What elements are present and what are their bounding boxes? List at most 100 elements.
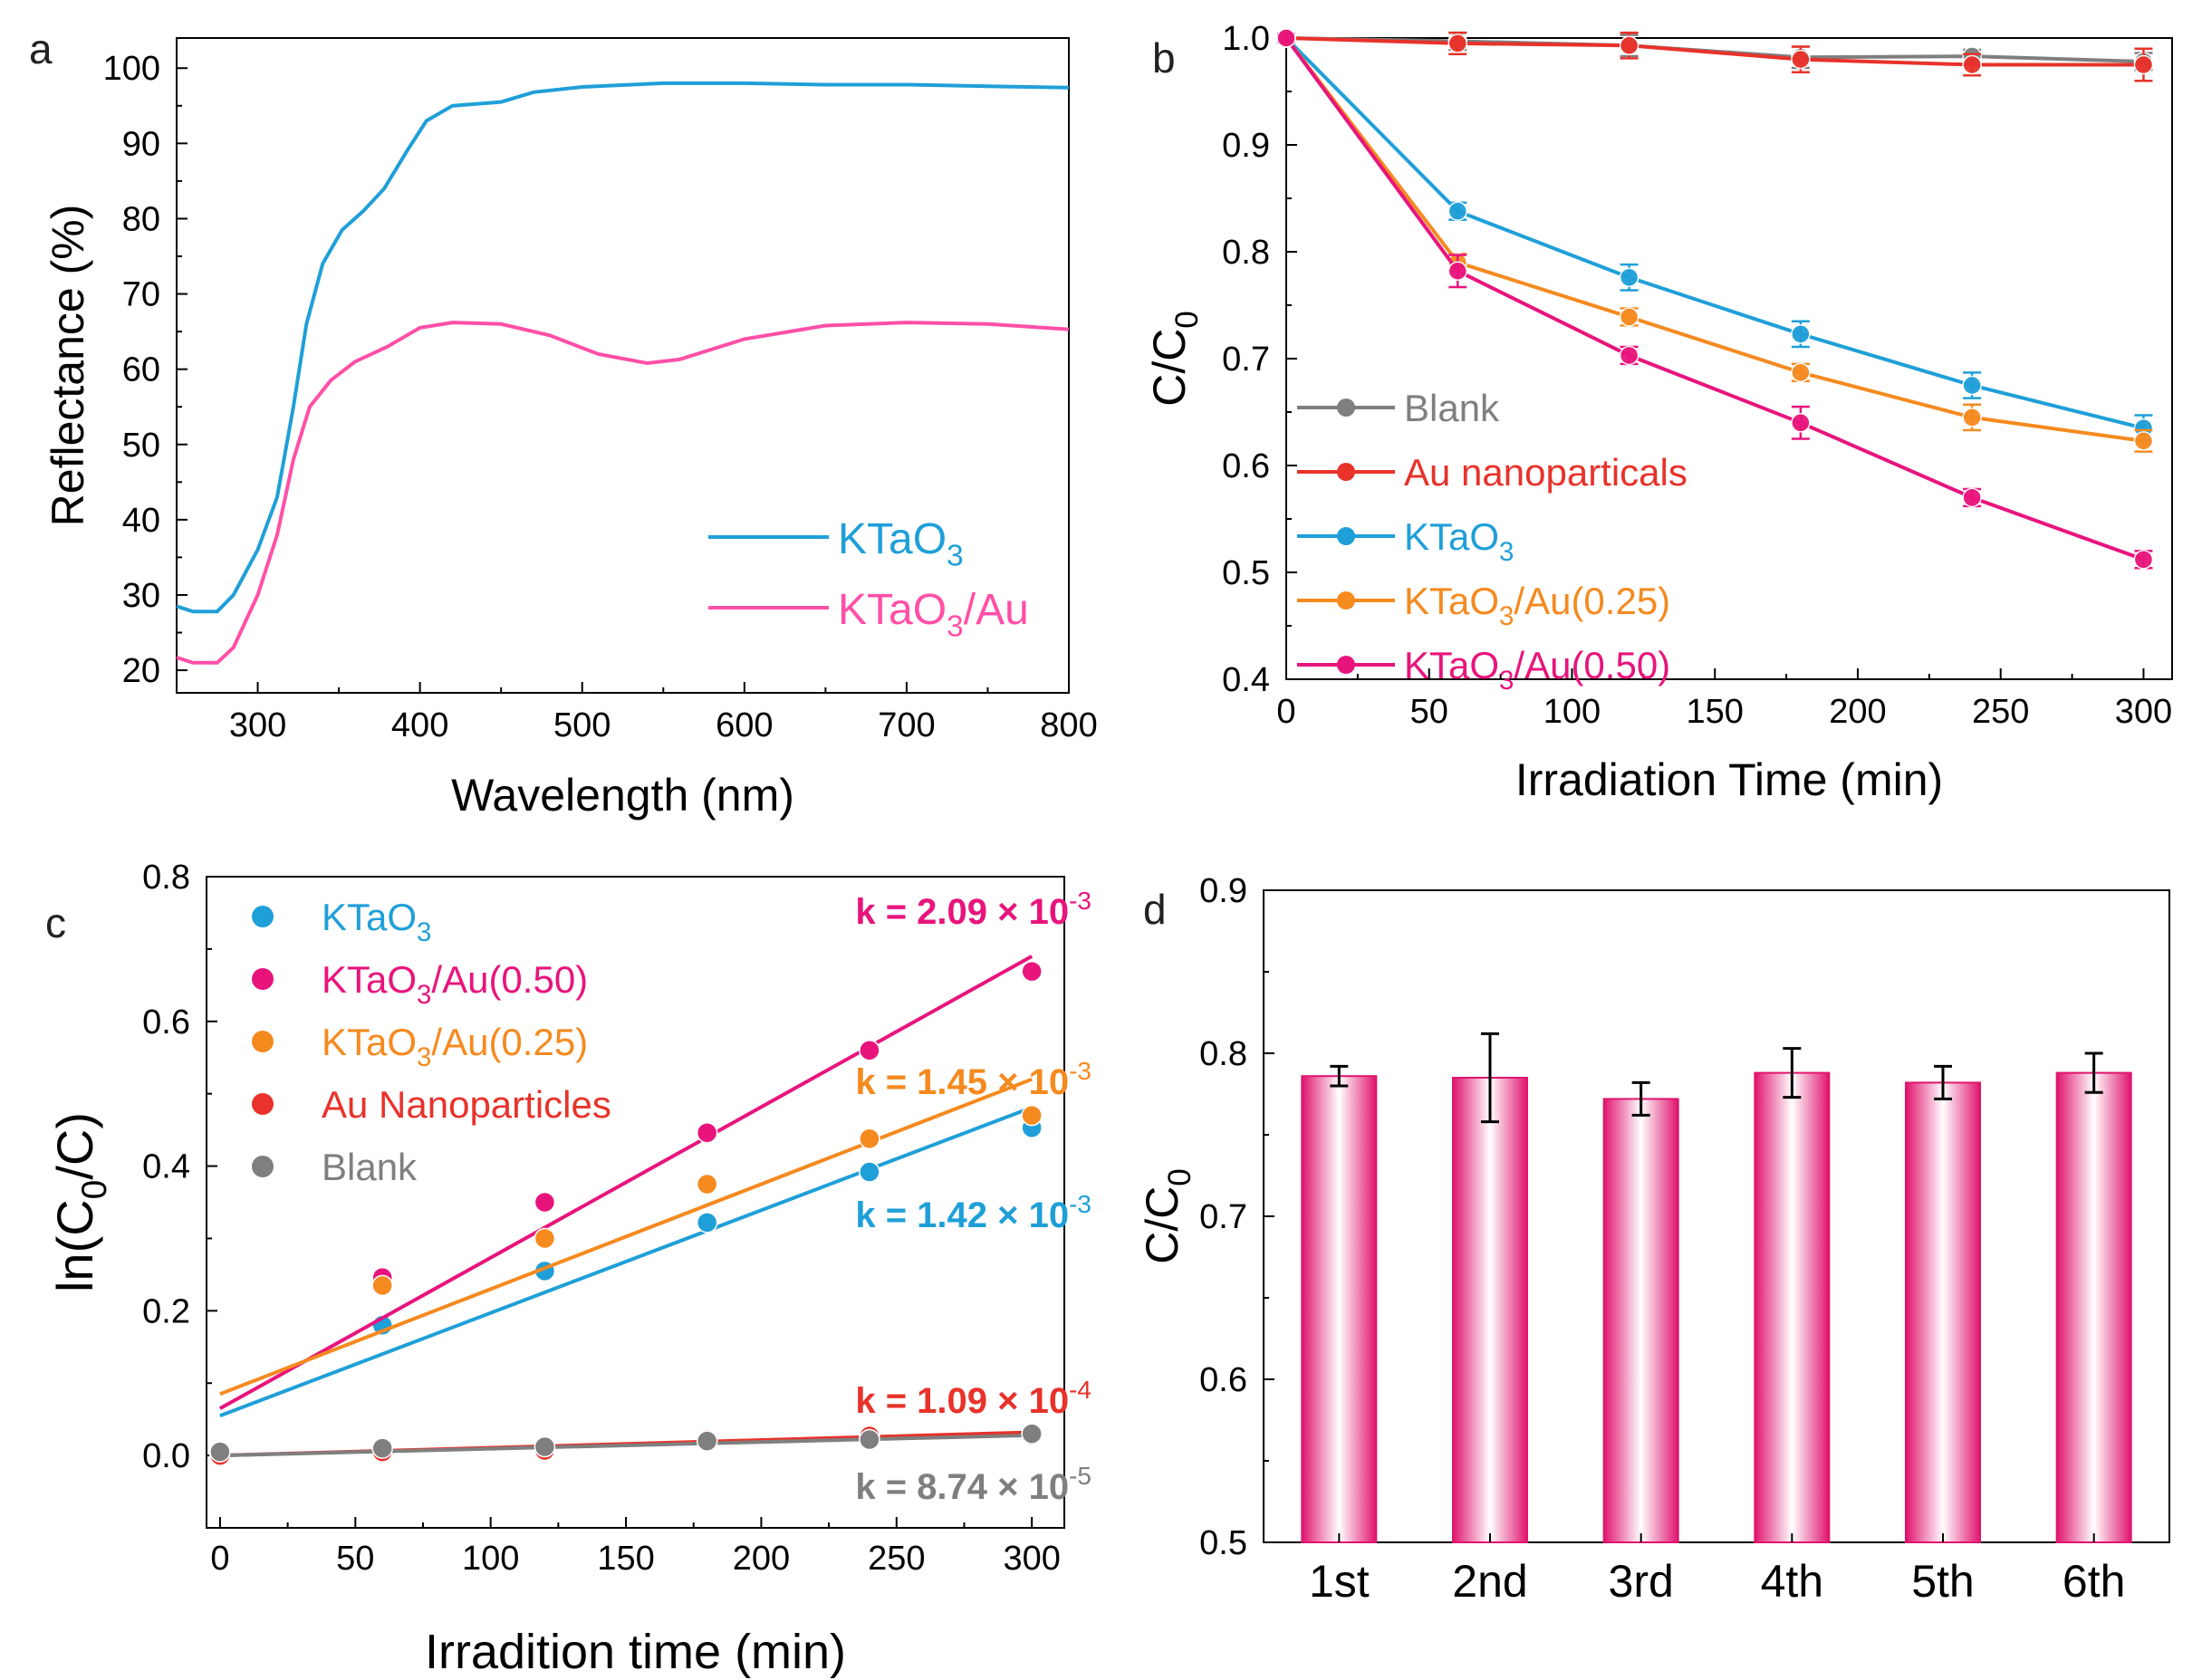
legend-label-2: KTaO3 [1404, 515, 1514, 567]
legend-label-0-main: Blank [1404, 387, 1500, 429]
fit-line-2 [219, 1077, 1033, 1397]
legend-marker-1 [252, 968, 274, 990]
legend-label-3-main: Au Nanoparticles [322, 1083, 611, 1126]
panel-b-degradation-chart: 0 50 100 150 200 250 300 0.4 0.5 0.6 0.7 0.8 0.9 1.0 I… [1144, 20, 2173, 805]
x-tick-label: 250 [1972, 693, 2029, 731]
rate-constant-text: k = 1.45 × 10 [855, 1062, 1069, 1102]
series-line-1 [1285, 36, 2144, 67]
legend-label-1-main: KTaO [838, 586, 947, 634]
data-point [1619, 307, 1639, 327]
rate-constant-exponent: -3 [1069, 1190, 1091, 1218]
data-point [534, 1435, 556, 1458]
legend-label-3-main: KTaO [1404, 580, 1499, 622]
y-axis-title: Reflectance (%) [43, 205, 93, 527]
legend-label-2-sub: 3 [417, 1042, 431, 1072]
legend-label-1-main: Au nanoparticals [1404, 451, 1688, 494]
rate-constant-label-2: k = 1.45 × 10-3 [855, 1057, 1091, 1102]
data-point [696, 1122, 718, 1144]
legend-label-1-sub: 3 [947, 610, 964, 643]
x-tick-label: 250 [868, 1540, 925, 1578]
x-category-label: 2nd [1452, 1556, 1527, 1607]
data-point [1021, 1104, 1043, 1127]
legend-label-2-main: KTaO [1404, 515, 1499, 558]
legend-label-3: Au Nanoparticles [322, 1083, 611, 1126]
y-tick-label: 0.5 [1199, 1524, 1247, 1562]
legend-label-4-sub: 3 [1499, 666, 1514, 696]
y-tick-label: 80 [122, 200, 160, 238]
legend-marker-4 [1337, 656, 1355, 674]
data-point [1962, 54, 1982, 75]
data-point [1791, 362, 1811, 383]
data-point [2133, 550, 2154, 570]
legend-label-1-tail: /Au [964, 586, 1029, 634]
rate-constant-text: k = 1.09 × 10 [855, 1381, 1069, 1421]
data-point [859, 1128, 880, 1149]
y-tick-label: 0.8 [142, 859, 190, 897]
panel-d-cycling-bar-chart: 0.5 0.6 0.7 0.8 0.9 C/C0 1st 2nd 3rd 4th 5th 6th [1137, 872, 2170, 1607]
rate-constant-exponent: -5 [1069, 1462, 1091, 1490]
data-point [1619, 35, 1639, 56]
series-line-4 [1284, 36, 2145, 562]
x-tick-label: 200 [1829, 693, 1886, 731]
bar-5th [1905, 1081, 1981, 1544]
legend-label-0-sub: 3 [947, 539, 964, 572]
data-point [1791, 324, 1811, 344]
data-point [859, 1428, 880, 1451]
y-tick-label: 50 [122, 427, 160, 465]
x-tick-label: 700 [878, 706, 935, 744]
y-tick-label: 60 [122, 351, 160, 389]
data-point [371, 1437, 393, 1459]
data-point [696, 1173, 718, 1195]
legend-marker-2 [1337, 527, 1355, 545]
panel-c-kinetics-chart: 0 50 100 150 200 250 300 0.0 0.2 0.4 0.6 0.8 Irradit… [46, 859, 1091, 1679]
x-tick-label: 100 [1543, 693, 1601, 731]
legend-label-2-sub: 3 [1499, 537, 1514, 567]
rate-constant-label-1: k = 2.09 × 10-3 [855, 887, 1091, 932]
panel-label-c: c [45, 899, 66, 946]
y-axis-title: ln(C0/C) [46, 1112, 114, 1292]
y-tick-label: 0.8 [1199, 1035, 1247, 1073]
y-tick-label: 0.9 [1199, 872, 1247, 910]
x-tick-label: 0 [210, 1540, 229, 1578]
rate-constant-label-0: k = 1.42 × 10-3 [855, 1190, 1091, 1235]
x-tick-label: 300 [2115, 693, 2172, 731]
panel-label-b: b [1152, 34, 1176, 82]
data-point [1791, 49, 1811, 70]
series-line-ktao3-au [176, 321, 1070, 665]
legend-label-3-sub: 3 [1499, 601, 1514, 631]
legend-marker-3 [252, 1093, 274, 1115]
legend-label-1-main: KTaO [322, 958, 417, 1001]
x-tick-label: 200 [733, 1540, 790, 1578]
y-tick-label: 90 [122, 125, 160, 163]
legend-label-0: KTaO3 [838, 515, 964, 572]
data-point [2133, 431, 2154, 451]
y-axis-title-sub: 0 [1162, 1168, 1197, 1186]
y-tick-label: 40 [122, 502, 160, 540]
data-point [1791, 413, 1811, 433]
x-category-label: 6th [2063, 1556, 2126, 1607]
legend-label-4-tail: /Au(0.50) [1514, 644, 1670, 686]
y-tick-label: 0.6 [1199, 1361, 1247, 1399]
legend-marker-2 [252, 1031, 274, 1052]
legend-label-4: Blank [322, 1146, 418, 1188]
y-tick-label: 0.6 [1222, 447, 1270, 485]
fit-line-4 [219, 1433, 1033, 1458]
data-point [209, 1441, 231, 1463]
x-tick-label: 800 [1040, 706, 1097, 744]
bar-6th [2055, 1071, 2132, 1543]
rate-constant-label-3: k = 1.09 × 10-4 [855, 1376, 1091, 1421]
y-tick-label: 0.4 [142, 1148, 190, 1186]
y-tick-label: 0.7 [1222, 341, 1270, 379]
x-axis-title: Irradiation Time (min) [1515, 754, 1943, 805]
panel-a-frame [176, 37, 1070, 694]
data-point [1962, 487, 1982, 508]
rate-constant-exponent: -3 [1069, 887, 1091, 915]
panel-label-a: a [29, 25, 53, 72]
y-axis-title-main: C/C [1144, 329, 1195, 407]
legend-marker-0 [1337, 398, 1355, 417]
y-tick-label: 0.7 [1199, 1198, 1247, 1236]
y-axis-title-sub: 0 [1169, 311, 1205, 328]
data-point [1447, 34, 1468, 53]
legend-label-1: KTaO3/Au [838, 586, 1029, 643]
